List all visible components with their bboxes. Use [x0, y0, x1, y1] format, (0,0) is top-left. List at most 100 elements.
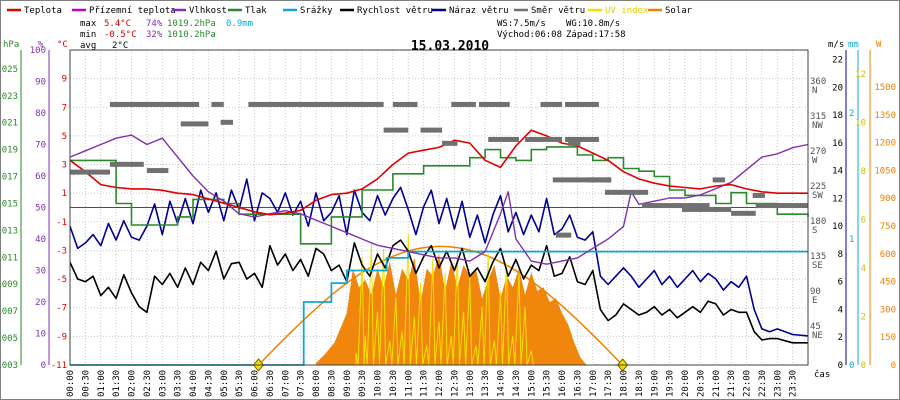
uv-axis-tick: 2 — [861, 313, 866, 323]
pressure-axis-tick: 1011 — [0, 253, 18, 263]
wind-direction-mark — [109, 101, 200, 107]
solar-axis-tick: 150 — [880, 333, 896, 343]
wind-unit: m/s — [828, 40, 844, 50]
direction-axis-label: N — [812, 86, 817, 96]
wind-direction-mark — [383, 127, 409, 133]
wind-direction-mark — [681, 206, 732, 212]
temperature-axis-tick: -5 — [56, 275, 67, 285]
humidity-unit: % — [38, 40, 44, 50]
humidity-axis-tick: 20 — [35, 298, 46, 308]
temperature-axis-tick: -1 — [56, 218, 67, 228]
legend-label-tlak: Tlak — [245, 6, 267, 16]
wind-direction-mark — [755, 203, 808, 209]
x-tick-label: 14:00 — [497, 370, 507, 397]
x-tick-label: 23:00 — [773, 370, 783, 397]
pressure-axis-tick: 1021 — [0, 119, 18, 129]
x-tick-label: 02:30 — [143, 370, 153, 397]
x-tick-label: 10:00 — [374, 370, 384, 397]
x-tick-label: 13:00 — [466, 370, 476, 397]
x-tick-label: 17:00 — [589, 370, 599, 397]
stat-min-pressure: 1010.2hPa — [167, 30, 216, 40]
wind-direction-mark — [525, 136, 562, 142]
humidity-axis-tick: 70 — [35, 141, 46, 151]
humidity-axis-tick: 0 — [41, 361, 46, 371]
wind-direction-mark — [568, 140, 581, 146]
x-tick-label: 19:00 — [650, 370, 660, 397]
pressure-axis-tick: 1005 — [0, 334, 18, 344]
pressure-axis-tick: 1017 — [0, 173, 18, 183]
x-tick-label: 14:30 — [512, 370, 522, 397]
wind-direction-mark — [586, 177, 612, 183]
x-tick-label: 20:00 — [681, 370, 691, 397]
pressure-unit: hPa — [3, 40, 19, 50]
solar-axis-tick: 1500 — [874, 83, 896, 93]
humidity-axis-tick: 90 — [35, 78, 46, 88]
pressure-axis-tick: 1015 — [0, 199, 18, 209]
stat-max-humidity: 74% — [146, 19, 163, 29]
x-tick-label: 04:00 — [189, 370, 199, 397]
solar-axis-tick: 600 — [880, 250, 896, 260]
x-tick-label: 17:30 — [604, 370, 614, 397]
temperature-series — [69, 129, 808, 216]
wind-direction-mark — [211, 101, 224, 107]
rain-axis-tick: 1 — [849, 235, 854, 245]
x-tick-label: 06:00 — [251, 370, 261, 397]
x-tick-label: 11:30 — [420, 370, 430, 397]
x-tick-label: 01:30 — [112, 370, 122, 397]
stat-min-temp: -0.5°C — [104, 30, 137, 40]
rain-unit: mm — [848, 40, 859, 50]
wind-direction-mark — [565, 101, 599, 107]
humidity-axis-tick: 60 — [35, 172, 46, 182]
wind-axis-tick: 22 — [832, 56, 843, 66]
legend-label-teplota: Teplota — [24, 6, 62, 16]
uv-axis-tick: 6 — [861, 216, 866, 226]
pressure-axis-tick: 1025 — [0, 65, 18, 75]
legend-label-vlhkost: Vlhkost — [189, 6, 227, 16]
wind-direction-mark — [540, 101, 562, 107]
wind-direction-mark — [109, 161, 144, 167]
legend-label-smer: Směr větru — [531, 6, 585, 16]
wind-direction-mark — [70, 169, 110, 175]
x-tick-label: 06:30 — [266, 370, 276, 397]
uv-axis-tick: 0 — [861, 361, 866, 371]
pressure-axis-tick: 1019 — [0, 146, 18, 156]
direction-axis-tick: 360 — [810, 77, 826, 87]
x-tick-label: 23:30 — [789, 370, 799, 397]
wind-axis-tick: 2 — [838, 333, 843, 343]
solar-axis-tick: 450 — [880, 278, 896, 288]
stat-avg-label: avg — [80, 41, 96, 51]
humidity-axis-tick: 80 — [35, 109, 46, 119]
temperature-axis-tick: 9 — [62, 75, 67, 85]
pressure-axis-tick: 1023 — [0, 92, 18, 102]
humidity-axis-tick: 40 — [35, 235, 46, 245]
temperature-axis-tick: -11 — [51, 361, 67, 371]
x-tick-label: 02:00 — [128, 370, 138, 397]
line-series — [69, 101, 809, 372]
wind-gust-series — [69, 178, 809, 337]
x-tick-label: 13:30 — [481, 370, 491, 397]
stat-avg-temp: 2°C — [112, 41, 128, 51]
solar-axis-tick: 1050 — [874, 166, 896, 176]
x-tick-label: 15:00 — [527, 370, 537, 397]
x-tick-label: 09:30 — [358, 370, 368, 397]
x-tick-label: 09:00 — [343, 370, 353, 397]
pressure-axis-tick: 1003 — [0, 361, 18, 371]
x-tick-label: 00:00 — [66, 370, 76, 397]
stat-min-humidity: 32% — [146, 30, 163, 40]
wind-direction-mark — [488, 136, 519, 142]
stat-wind-gust: WG:10.8m/s — [566, 19, 620, 29]
humidity-axis-tick: 10 — [35, 330, 46, 340]
wind-direction-mark — [392, 101, 418, 107]
direction-axis-tick: 270 — [810, 147, 826, 157]
temperature-axis-tick: 1 — [62, 189, 67, 199]
x-tick-label: 22:30 — [758, 370, 768, 397]
wind-direction-mark — [565, 136, 599, 142]
x-tick-label: 21:30 — [727, 370, 737, 397]
solar-theoretical-arc — [257, 245, 624, 366]
stat-min-label: min — [80, 30, 96, 40]
legend-label-naraz: Náraz větru — [449, 6, 509, 16]
rain-axis-tick: 2 — [849, 109, 854, 119]
solar-axis-tick: 1200 — [874, 139, 896, 149]
stat-sunrise: Východ:06:08 — [497, 30, 562, 40]
